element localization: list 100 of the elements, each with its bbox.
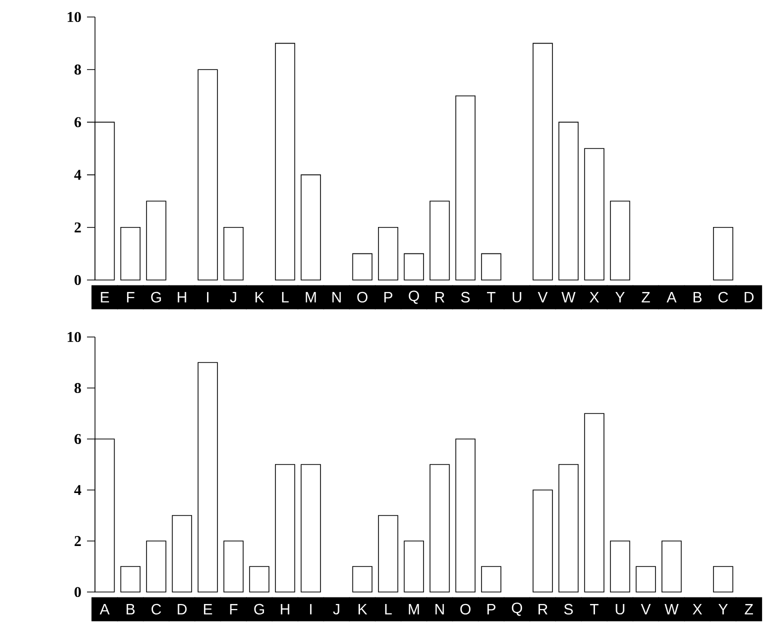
y-tick-label: 10 — [68, 12, 81, 22]
x-tick-label: T — [486, 292, 496, 302]
x-tick-label: G — [151, 292, 161, 302]
x-tick-label: R — [435, 292, 444, 302]
y-tick-label: 6 — [74, 434, 82, 444]
y-tick-label: 6 — [74, 117, 82, 128]
bar — [662, 540, 682, 592]
bar — [558, 122, 579, 280]
x-tick-label: N — [435, 604, 444, 614]
x-tick-label: D — [178, 604, 187, 614]
y-tick-label: 2 — [74, 536, 81, 546]
x-tick-label: J — [230, 292, 236, 302]
y-tick-label: 4 — [74, 485, 82, 495]
x-tick-label: S — [564, 604, 573, 614]
x-tick-label: Q — [512, 602, 522, 616]
x-tick-label: B — [126, 604, 135, 614]
bar — [352, 253, 372, 280]
x-tick-label: A — [100, 604, 110, 614]
bar — [481, 566, 502, 592]
x-tick-label: X — [590, 292, 599, 302]
y-tick-label: 8 — [74, 382, 81, 394]
x-tick-label: W — [664, 604, 679, 614]
x-tick-label: R — [538, 604, 548, 614]
bar — [481, 253, 502, 280]
bar — [274, 464, 296, 592]
x-tick-label: S — [461, 292, 470, 302]
x-tick-label: L — [282, 292, 289, 302]
y-tick-label: 10 — [68, 332, 81, 342]
x-tick-label: L — [385, 604, 392, 614]
bar — [249, 566, 270, 592]
y-tick-label: 0 — [74, 274, 81, 286]
x-tick-label: F — [127, 292, 134, 302]
x-tick-label: E — [204, 604, 212, 614]
x-tick-label: E — [100, 292, 110, 302]
bar — [430, 200, 450, 280]
bar — [172, 515, 192, 592]
bar — [378, 515, 398, 592]
bar — [532, 42, 553, 280]
x-tick-label: P — [487, 604, 496, 614]
bar — [300, 174, 321, 280]
bar — [636, 566, 656, 592]
bar — [120, 566, 140, 592]
y-tick-label: 4 — [74, 170, 82, 180]
x-tick-label: O — [460, 604, 471, 614]
x-tick-label: B — [694, 292, 702, 302]
x-tick-label: T — [590, 604, 598, 614]
x-tick-label: N — [332, 292, 341, 302]
x-tick-label: Y — [718, 604, 728, 614]
bar — [146, 540, 166, 592]
bar — [713, 566, 734, 592]
bar — [532, 490, 553, 592]
bar — [198, 69, 218, 280]
bar — [404, 253, 424, 280]
x-tick-label: I — [310, 604, 312, 614]
x-tick-label: X — [692, 604, 702, 614]
x-tick-label: Z — [744, 604, 753, 614]
x-tick-label: C — [718, 292, 728, 302]
x-tick-label: Q — [408, 290, 419, 304]
bar — [146, 200, 166, 280]
x-tick-label: W — [562, 292, 576, 302]
bar — [223, 540, 244, 592]
bar — [378, 226, 398, 280]
bar — [223, 226, 244, 280]
bar — [198, 362, 218, 592]
bar — [584, 413, 604, 592]
bar — [352, 566, 372, 592]
bar — [300, 464, 321, 592]
bar — [713, 226, 734, 280]
x-tick-label: J — [333, 604, 340, 614]
x-tick-label: V — [538, 292, 548, 302]
x-tick-label: H — [280, 604, 290, 614]
bar — [610, 540, 630, 592]
x-tick-label: F — [230, 604, 238, 614]
x-tick-label: Y — [615, 292, 625, 302]
x-tick-label: U — [616, 604, 624, 614]
bar — [455, 95, 476, 280]
y-tick-label: 0 — [74, 586, 81, 598]
x-tick-label: U — [512, 292, 522, 302]
bar — [404, 540, 424, 592]
x-tick-label: H — [178, 292, 186, 302]
x-tick-label: Z — [642, 292, 650, 302]
bar — [610, 200, 630, 280]
x-tick-label: M — [306, 292, 316, 302]
x-tick-label: K — [358, 604, 368, 614]
x-tick-label: O — [357, 292, 368, 302]
bar — [120, 226, 140, 280]
x-tick-label: P — [384, 292, 392, 302]
x-tick-label: G — [254, 604, 264, 614]
bar — [430, 464, 450, 592]
bar — [274, 42, 296, 280]
x-tick-label: M — [408, 604, 419, 614]
x-tick-label: A — [666, 292, 677, 302]
y-tick-label: 2 — [74, 222, 81, 232]
bar — [558, 464, 579, 592]
x-tick-label: C — [152, 604, 162, 614]
bar — [455, 438, 476, 592]
bar — [584, 148, 604, 280]
y-tick-label: 8 — [74, 64, 81, 75]
x-tick-label: V — [640, 604, 651, 614]
x-tick-label: I — [207, 292, 208, 302]
